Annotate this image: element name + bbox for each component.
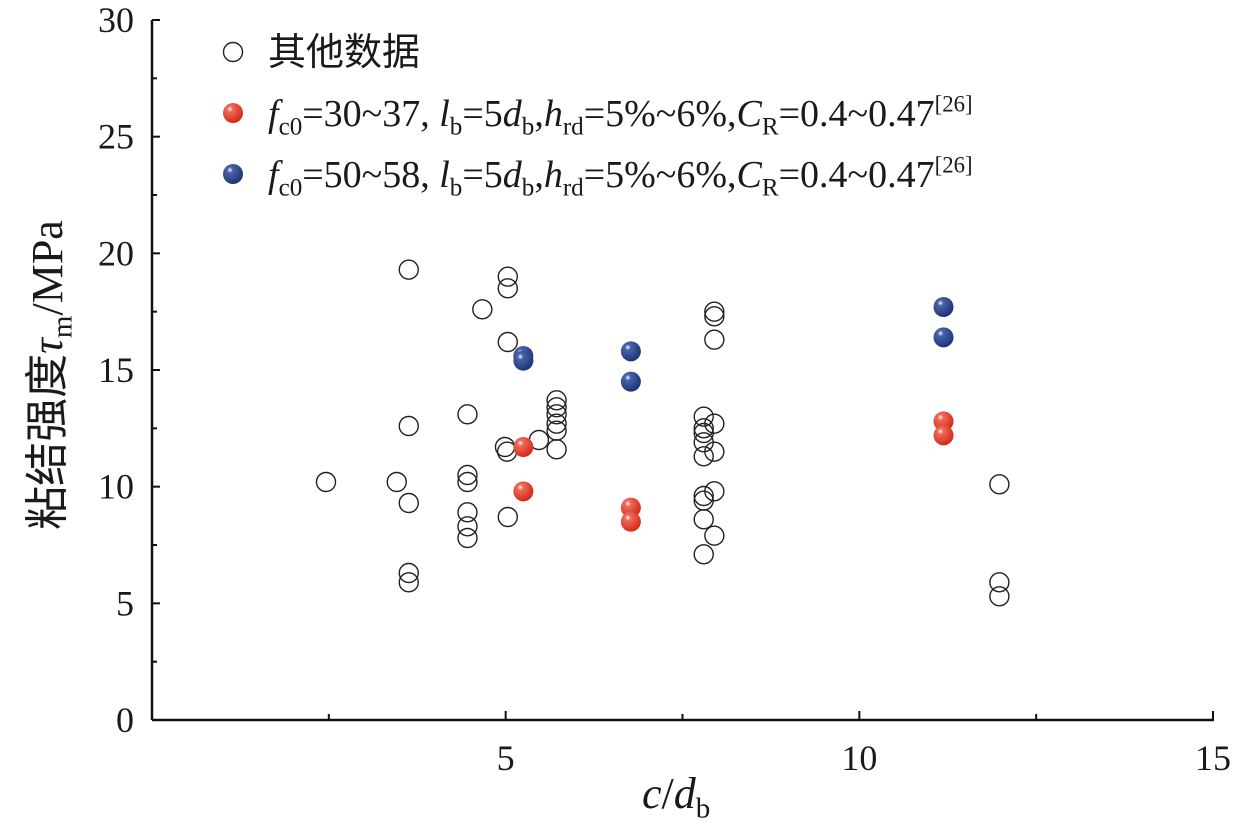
y-tick-label: 0 xyxy=(116,700,134,740)
data-point xyxy=(457,527,478,549)
legend-label: fc0​=30~37, lb​=5db​,hrd​=5%~6%,CR​=0.4~… xyxy=(268,92,973,141)
y-tick-label: 25 xyxy=(98,117,134,157)
data-point xyxy=(620,341,641,362)
y-tick-label: 10 xyxy=(98,467,134,507)
data-point xyxy=(693,544,714,565)
legend-item-0: 其他数据 xyxy=(222,32,420,74)
data-point xyxy=(933,425,954,446)
data-point xyxy=(457,471,478,493)
data-point xyxy=(693,485,714,507)
data-point xyxy=(620,511,641,532)
data-point xyxy=(457,516,478,537)
data-point xyxy=(386,471,407,493)
legend-item-2: fc0​=50~58, lb​=5db​,hrd​=5%~6%,CR​=0.4~… xyxy=(223,153,973,202)
data-point xyxy=(398,562,419,584)
data-point xyxy=(693,509,714,530)
data-point xyxy=(693,406,714,427)
data-point xyxy=(497,331,518,353)
data-point xyxy=(989,474,1010,495)
data-point xyxy=(513,437,534,457)
series-1 xyxy=(513,411,954,532)
series-0 xyxy=(315,259,1010,607)
legend-marker xyxy=(222,41,244,63)
data-point xyxy=(457,502,478,523)
data-point xyxy=(497,506,518,528)
x-tick-label: 10 xyxy=(841,738,877,778)
data-point xyxy=(546,397,567,418)
data-point xyxy=(546,413,567,434)
data-point xyxy=(933,411,954,432)
legend-label: fc0​=50~58, lb​=5db​,hrd​=5%~6%,CR​=0.4~… xyxy=(268,153,973,202)
data-point xyxy=(497,266,518,287)
legend-marker xyxy=(223,164,243,184)
x-tick-label: 5 xyxy=(497,738,515,778)
data-point xyxy=(546,390,567,411)
data-point xyxy=(704,301,725,322)
x-tick-label: 15 xyxy=(1195,738,1231,778)
data-point xyxy=(704,329,725,350)
data-point xyxy=(513,350,534,371)
data-point xyxy=(989,572,1010,593)
data-point xyxy=(546,404,567,425)
data-point xyxy=(704,441,725,462)
data-point xyxy=(704,525,725,546)
data-point xyxy=(933,327,954,348)
data-point xyxy=(620,497,641,518)
data-point xyxy=(398,415,419,437)
data-point xyxy=(457,404,478,425)
data-point xyxy=(472,299,493,320)
data-point xyxy=(620,371,641,392)
data-point xyxy=(693,446,714,467)
data-point xyxy=(398,572,419,593)
data-point xyxy=(513,481,534,502)
x-axis-label: c/db​ xyxy=(642,769,710,825)
data-point xyxy=(398,259,419,280)
axes: 0 5 10 15 20 25 30 5 10 15 xyxy=(98,0,1231,778)
data-point xyxy=(933,297,954,317)
legend-marker xyxy=(223,103,243,123)
legend: 其他数据 fc0​=30~37, lb​=5db​,hrd​=5%~6%,CR​=… xyxy=(222,32,973,202)
data-point xyxy=(704,481,725,502)
data-point xyxy=(989,586,1010,607)
y-tick-label: 30 xyxy=(98,0,134,40)
data-points xyxy=(315,259,1010,607)
legend-item-1: fc0​=30~37, lb​=5db​,hrd​=5%~6%,CR​=0.4~… xyxy=(223,92,973,141)
data-point xyxy=(497,278,518,299)
data-point xyxy=(693,418,714,439)
data-point xyxy=(704,306,725,327)
data-point xyxy=(315,471,337,493)
data-point xyxy=(457,464,478,486)
y-tick-label: 20 xyxy=(98,233,134,273)
axis-labels: c/db​ 粘结强度τm​/MPa xyxy=(23,220,710,825)
data-point xyxy=(398,492,419,514)
y-axis-label: 粘结强度τm​/MPa xyxy=(23,220,79,530)
legend-label: 其他数据 xyxy=(268,32,420,74)
data-point xyxy=(546,439,567,460)
y-tick-label: 5 xyxy=(116,583,134,623)
series-2 xyxy=(513,297,954,392)
y-tick-label: 15 xyxy=(98,350,134,390)
data-point xyxy=(704,413,725,434)
